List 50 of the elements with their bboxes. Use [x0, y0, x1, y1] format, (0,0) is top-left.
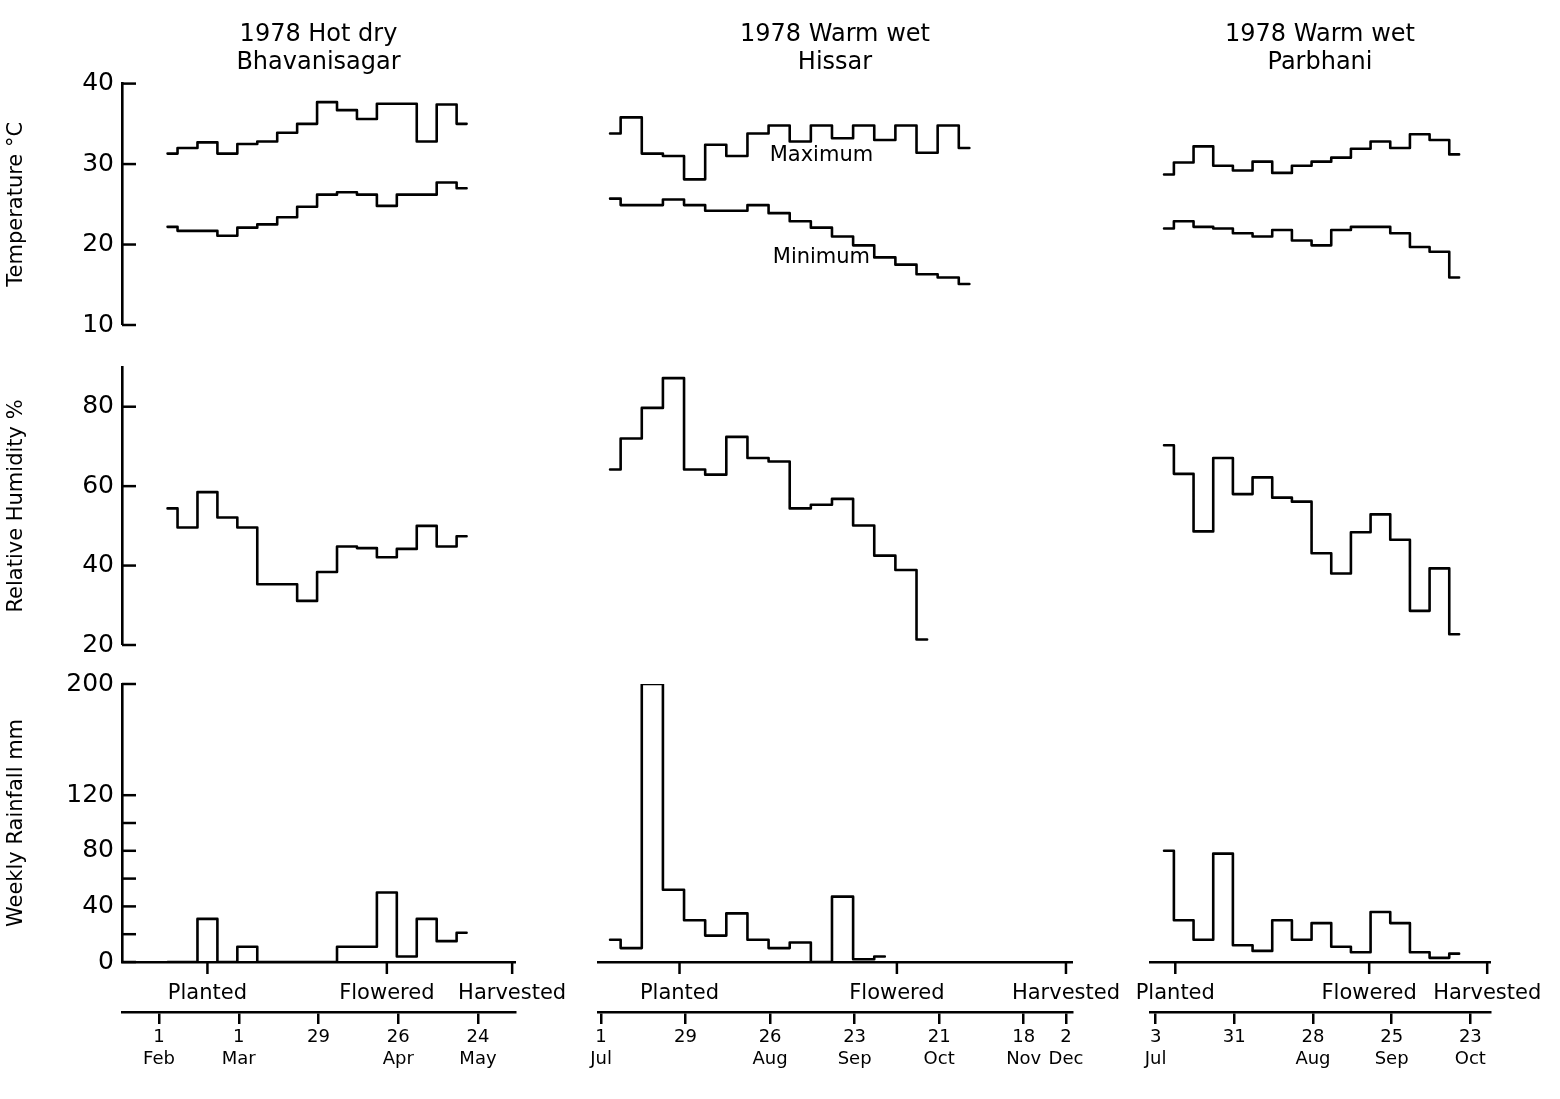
y-axis-title: Relative Humidity % — [3, 399, 28, 613]
y-tick-label: 120 — [66, 778, 114, 808]
ref-line-label: Flowered — [339, 980, 435, 1005]
x-tick-label: 24 May — [459, 1025, 497, 1069]
y-tick-label: 40 — [82, 889, 114, 919]
y-axis-title: Weekly Rainfall mm — [3, 718, 28, 928]
ref-line-label: Harvested — [458, 980, 567, 1005]
x-tick-label: 26 Apr — [382, 1025, 415, 1069]
y-tick-label: 40 — [82, 549, 114, 579]
x-tick-label: 1 Mar — [221, 1025, 257, 1069]
x-tick-label: 21 Oct — [923, 1025, 955, 1069]
series-label: Minimum — [772, 244, 871, 269]
series-label: Maximum — [769, 141, 874, 166]
y-tick-label: 20 — [82, 228, 114, 258]
chart-subtitle: Parbhani — [1267, 47, 1373, 76]
x-tick-label: 1 Feb — [143, 1025, 175, 1069]
y-tick-label: 60 — [82, 469, 114, 499]
x-tick-label: 3 Jul — [1143, 1025, 1167, 1069]
chart-subtitle: Bhavanisagar — [236, 47, 401, 76]
chart-title: 1978 Hot dry — [239, 18, 398, 47]
y-tick-label: 0 — [98, 945, 114, 975]
ref-line-label: Planted — [1135, 980, 1215, 1005]
chart-title: 1978 Warm wet — [740, 18, 930, 47]
y-tick-label: 20 — [82, 628, 114, 658]
chart-title: 1978 Warm wet — [1225, 18, 1415, 47]
y-tick-label: 80 — [82, 390, 114, 420]
y-axis-title: Temperature °C — [3, 121, 28, 288]
chart-subtitle: Hissar — [797, 47, 873, 76]
x-tick-label: 28 Aug — [1295, 1025, 1331, 1069]
y-tick-label: 30 — [82, 147, 114, 177]
ref-line-label: Flowered — [849, 980, 945, 1005]
x-tick-label: 1 Jul — [589, 1025, 612, 1069]
x-tick-label: 18 Nov — [1006, 1025, 1042, 1069]
x-tick-label: 23 Oct — [1454, 1025, 1486, 1069]
y-tick-label: 200 — [66, 667, 114, 697]
ref-line-label: Planted — [167, 980, 248, 1005]
x-tick-label: 25 Sep — [1374, 1025, 1409, 1069]
y-tick-label: 80 — [82, 834, 114, 864]
x-tick-label: 29 — [307, 1025, 330, 1047]
ref-line-label: Planted — [639, 980, 720, 1005]
x-tick-label: 26 Aug — [752, 1025, 788, 1069]
x-tick-label: 31 — [1222, 1025, 1246, 1047]
y-tick-label: 40 — [82, 67, 114, 97]
x-tick-label: 29 — [674, 1025, 698, 1047]
x-tick-label: 23 Sep — [837, 1025, 872, 1069]
ref-line-label: Flowered — [1321, 980, 1417, 1005]
y-tick-label: 10 — [82, 308, 114, 338]
x-tick-label: 2 Dec — [1048, 1025, 1084, 1069]
ref-line-label: Harvested — [1433, 980, 1542, 1005]
ref-line-label: Harvested — [1011, 980, 1120, 1005]
